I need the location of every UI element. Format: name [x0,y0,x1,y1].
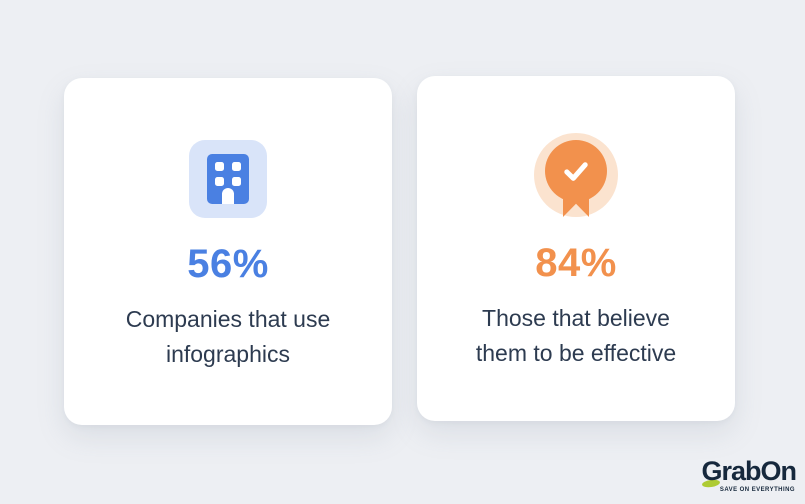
grabon-wordmark: GrabOn [701,456,797,489]
stat-label-believe: Those that believe them to be effective [476,301,676,371]
badge-circle [545,140,607,202]
building-window [232,177,241,186]
building-window [215,177,224,186]
stat-label-line: Those that believe [482,305,670,331]
stat-card-infographics-usage: 56% Companies that use infographics [64,78,392,425]
building-glyph [207,154,249,204]
logo-tagline: SAVE ON EVERYTHING [719,487,795,493]
checkmark-icon [564,162,588,181]
building-window [232,162,241,171]
stat-card-believe-effective: 84% Those that believe them to be effect… [417,76,735,421]
grabon-logo: GrabOn SAVE ON EVERYTHING [701,456,797,494]
award-badge-icon [534,133,618,217]
stat-value-believe: 84% [535,241,617,285]
stat-label-companies: Companies that use infographics [126,302,331,372]
stat-value-companies: 56% [187,242,269,286]
stat-label-line: them to be effective [475,340,677,366]
logo-brand-text: GrabOn [701,456,797,486]
building-door [222,188,234,204]
stat-label-line: Companies that use [125,306,331,332]
stat-label-line: infographics [165,341,290,367]
building-window [215,162,224,171]
building-icon [189,140,267,218]
